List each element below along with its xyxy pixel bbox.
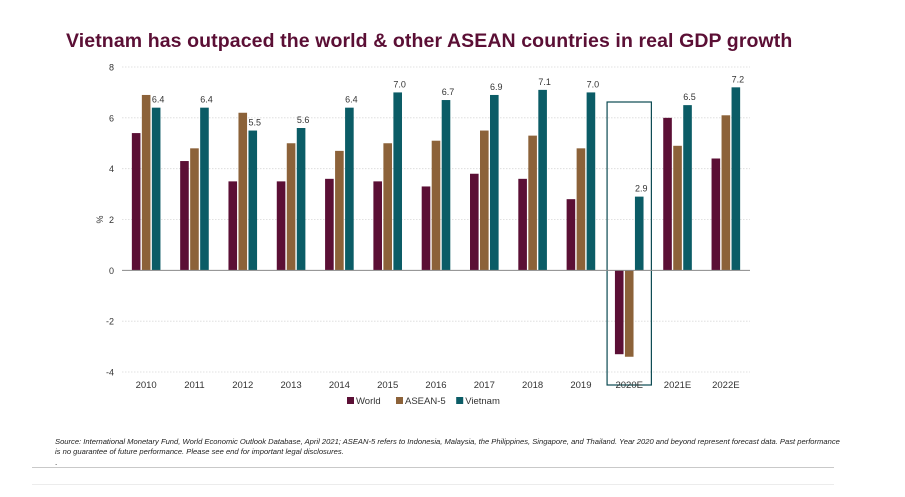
bar-asean-5	[383, 143, 392, 271]
bar-vietnam	[586, 92, 596, 271]
x-tick-label: 2021E	[664, 380, 691, 391]
bar-vietnam	[731, 87, 741, 271]
bar-asean-5	[624, 270, 634, 357]
bar-vietnam	[683, 105, 692, 271]
data-label: 6.9	[490, 82, 503, 92]
data-label: 6.4	[200, 95, 213, 105]
x-tick-label: 2013	[281, 380, 302, 391]
data-label: 6.4	[152, 95, 165, 105]
bar-asean-5	[673, 145, 682, 271]
legend-swatch-vietnam	[456, 397, 464, 404]
highlight-box	[606, 101, 652, 386]
bar-vietnam	[345, 107, 354, 271]
data-label: 7.2	[732, 74, 745, 84]
y-tick-label: 2	[109, 215, 114, 225]
data-label: 6.7	[442, 87, 455, 97]
bar-asean-5	[528, 135, 537, 271]
y-tick-label: 8	[109, 63, 114, 73]
bar-world	[518, 178, 527, 271]
x-tick-label: 2011	[184, 380, 204, 391]
bar-world	[373, 181, 382, 271]
bar-vietnam	[200, 107, 209, 271]
x-tick-label: 2019	[570, 380, 591, 391]
bar-vietnam	[151, 107, 161, 271]
data-label: 2.9	[635, 184, 648, 194]
y-tick-label: 6	[109, 113, 114, 123]
y-tick-label: -4	[106, 368, 114, 378]
bar-vietnam	[634, 196, 644, 271]
bar-world	[325, 178, 334, 271]
bar-world	[180, 161, 189, 271]
bar-asean-5	[238, 112, 248, 271]
bar-world	[228, 181, 238, 271]
footer-divider	[32, 467, 834, 468]
x-tick-label: 2017	[474, 380, 495, 391]
bar-world	[711, 158, 721, 271]
legend-label-world: World	[356, 396, 381, 407]
data-label: 7.0	[393, 79, 406, 89]
x-tick-label: 2020E	[615, 380, 642, 391]
x-tick-label: 2012	[232, 380, 253, 391]
x-tick-label: 2010	[136, 380, 157, 391]
data-label: 6.4	[345, 95, 358, 105]
bar-chart: -4 -2 0 2 4 6 8% 6.4 2010 6.4 2011 5.5 2012 5.6 2013 6.…	[95, 63, 750, 407]
bar-world	[663, 117, 672, 271]
legend-swatch-asean-5	[396, 397, 403, 404]
x-tick-label: 2016	[425, 380, 446, 391]
footnote-dot: .	[55, 458, 58, 467]
bar-asean-5	[721, 115, 731, 271]
bar-asean-5	[480, 130, 489, 271]
x-tick-label: 2014	[329, 380, 350, 391]
y-tick-label: 4	[109, 164, 114, 174]
y-tick-label: 0	[109, 266, 114, 276]
data-label: 5.5	[249, 118, 262, 128]
x-tick-label: 2018	[522, 380, 543, 391]
bar-world	[470, 173, 479, 271]
legend-label-asean-5: ASEAN-5	[405, 396, 446, 407]
data-label: 7.0	[587, 79, 600, 89]
chart-title: Vietnam has outpaced the world & other A…	[66, 30, 793, 52]
bar-vietnam	[538, 89, 547, 271]
bar-world	[614, 270, 624, 355]
source-footnote: Source: International Monetary Fund, Wor…	[55, 437, 840, 456]
bar-vietnam	[393, 92, 402, 271]
footer-divider-secondary	[32, 484, 834, 485]
bar-asean-5	[141, 94, 151, 271]
data-label: 5.6	[297, 115, 310, 125]
legend-swatch-world	[347, 397, 354, 404]
bar-world	[276, 181, 286, 271]
y-axis-label: %	[95, 215, 105, 223]
bar-vietnam	[441, 100, 451, 271]
bar-world	[421, 186, 431, 271]
bar-asean-5	[431, 140, 441, 271]
data-label: 6.5	[683, 92, 696, 102]
bar-vietnam	[490, 94, 499, 271]
bar-asean-5	[190, 148, 199, 271]
bar-world	[131, 133, 141, 271]
x-tick-label: 2022E	[712, 380, 739, 391]
x-tick-label: 2015	[377, 380, 398, 391]
bar-vietnam	[296, 128, 306, 271]
bar-asean-5	[576, 148, 586, 271]
bar-asean-5	[335, 150, 344, 271]
y-tick-label: -2	[106, 317, 114, 327]
legend-label-vietnam: Vietnam	[465, 396, 500, 407]
bar-asean-5	[286, 143, 296, 271]
bar-vietnam	[248, 130, 258, 271]
data-label: 7.1	[538, 77, 551, 87]
bar-world	[566, 199, 576, 271]
